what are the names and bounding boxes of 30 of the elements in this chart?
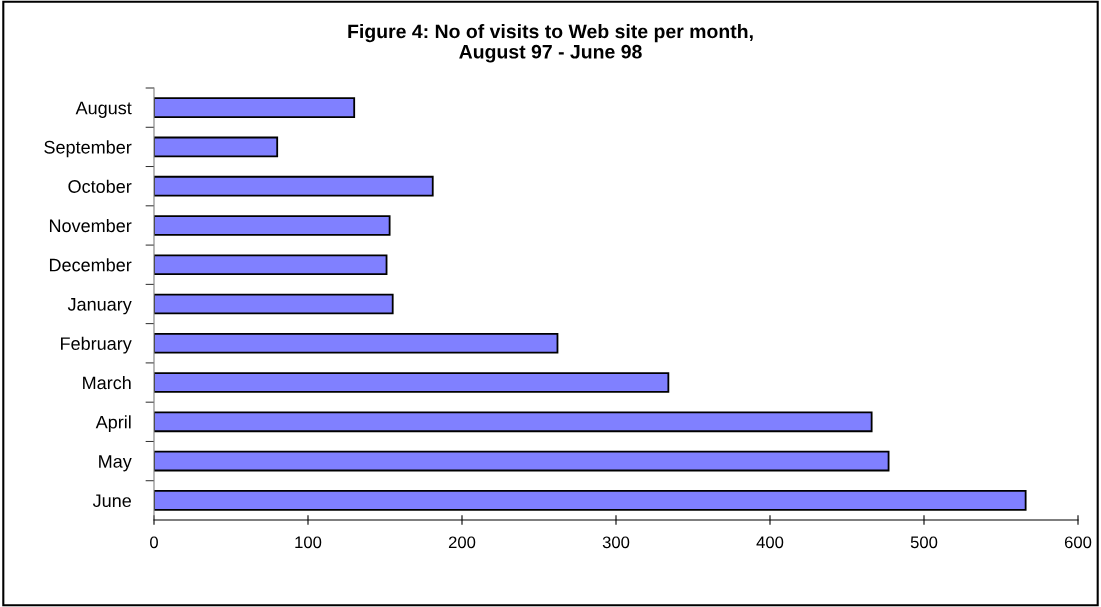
y-tick-label: February <box>61 336 132 354</box>
x-tick-label: 600 <box>1064 536 1092 549</box>
bar <box>154 97 356 118</box>
x-tick-label: 0 <box>150 536 158 549</box>
x-tick-label: 500 <box>910 536 938 549</box>
x-tick-label: 100 <box>295 536 322 549</box>
bar <box>154 215 391 236</box>
y-tick-label: August <box>75 101 132 118</box>
bar <box>154 293 394 315</box>
x-tick-label: 300 <box>602 536 630 549</box>
bar <box>154 490 1027 511</box>
y-tick-label: September <box>44 140 132 158</box>
y-tick-label: October <box>68 179 132 193</box>
bar <box>154 175 434 197</box>
bar <box>154 136 279 158</box>
y-tick-label: March <box>83 376 131 390</box>
y-tick-label: January <box>67 298 132 315</box>
bar <box>154 254 388 276</box>
chart-title: Figure 4: No of visits to Web site per month, August 97 - June 98 <box>348 24 753 63</box>
x-tick-label: 400 <box>756 536 784 549</box>
y-tick-label: November <box>49 218 132 233</box>
y-tick-label: April <box>95 415 131 433</box>
bar <box>154 411 873 433</box>
bar <box>154 450 890 472</box>
bar <box>154 372 670 393</box>
y-tick-label: May <box>99 455 132 472</box>
bar <box>154 332 559 354</box>
y-tick-label: June <box>92 494 131 508</box>
y-tick-label: December <box>49 258 132 272</box>
x-tick-label: 200 <box>448 536 476 549</box>
